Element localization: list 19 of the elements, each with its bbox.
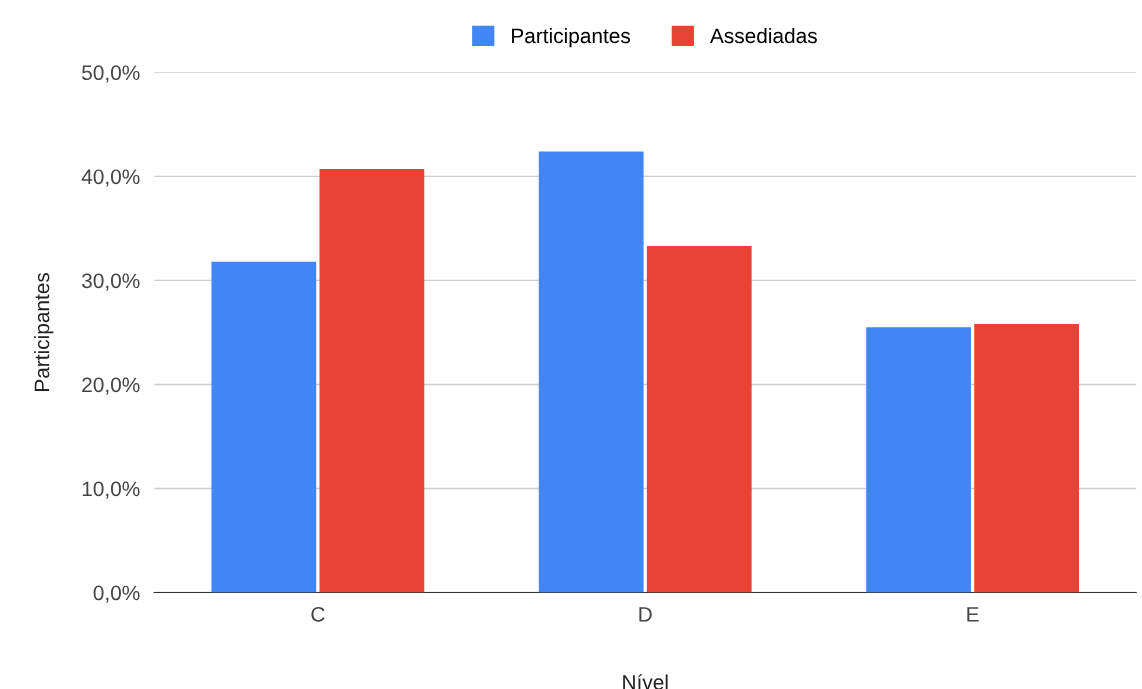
y-tick-label: 0,0% (93, 585, 140, 603)
x-tick-label: C (311, 606, 325, 622)
x-tick-label: D (639, 607, 652, 622)
legend-label: Assediadas (709, 27, 817, 44)
bar (211, 261, 317, 593)
legend-label: Participantes (512, 27, 631, 48)
y-tick-label: 10,0% (82, 481, 140, 499)
y-tick-label: 40,0% (81, 169, 140, 187)
x-tick-label: E (967, 607, 979, 622)
bar (319, 169, 425, 593)
bar (538, 151, 644, 593)
x-axis-title: Nível (623, 674, 668, 689)
y-tick-label: 20,0% (82, 377, 140, 395)
bar (974, 324, 1079, 593)
bar (646, 246, 752, 593)
y-tick-label: 50,0% (82, 65, 140, 83)
y-tick-label: 30,0% (82, 273, 140, 291)
bar (866, 327, 971, 593)
y-axis-title: Participantes (34, 272, 54, 391)
